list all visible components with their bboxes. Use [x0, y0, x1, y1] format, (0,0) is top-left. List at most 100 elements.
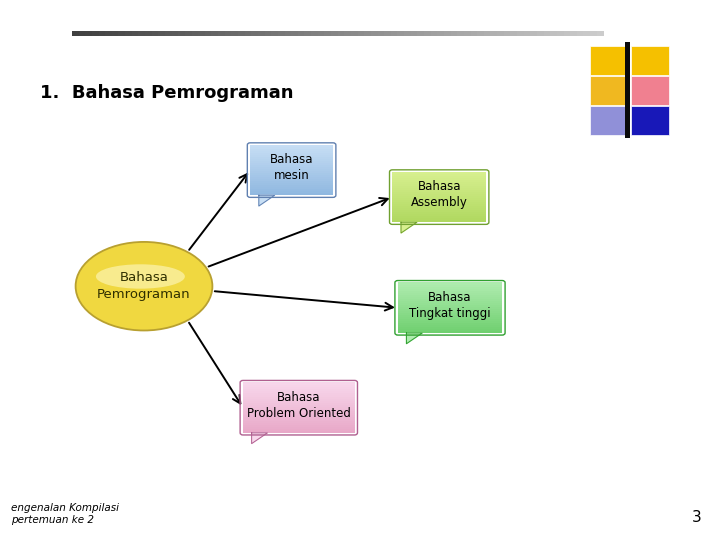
Bar	[243, 413, 354, 415]
Bar	[397, 285, 503, 287]
Polygon shape	[401, 222, 417, 233]
Bar	[165, 31, 172, 36]
Bar	[631, 106, 669, 135]
Bar	[392, 216, 486, 218]
Text: 1.  Bahasa Pemrograman: 1. Bahasa Pemrograman	[40, 84, 293, 102]
Bar	[251, 155, 333, 157]
Bar	[78, 31, 86, 36]
Bar	[325, 31, 332, 36]
Bar	[251, 187, 333, 189]
Bar	[158, 31, 166, 36]
Bar	[392, 184, 486, 186]
Bar	[145, 31, 153, 36]
Bar	[371, 31, 378, 36]
Bar	[391, 31, 398, 36]
Bar	[490, 31, 498, 36]
Bar	[185, 31, 192, 36]
Bar	[464, 31, 472, 36]
Bar	[225, 31, 232, 36]
Bar	[550, 31, 557, 36]
Bar	[251, 161, 333, 163]
Bar	[218, 31, 225, 36]
Bar	[105, 31, 112, 36]
Bar	[537, 31, 544, 36]
Bar	[590, 76, 629, 105]
Bar	[278, 31, 285, 36]
Bar	[392, 196, 486, 198]
Bar	[311, 31, 318, 36]
Bar	[397, 322, 503, 325]
Bar	[251, 185, 333, 187]
Bar	[298, 31, 305, 36]
Bar	[397, 299, 503, 301]
Bar	[212, 31, 219, 36]
Polygon shape	[259, 195, 275, 206]
Bar	[392, 176, 486, 178]
Bar	[238, 31, 246, 36]
Bar	[397, 294, 503, 297]
Bar	[397, 325, 503, 327]
Bar	[243, 415, 354, 417]
Bar	[132, 31, 139, 36]
Bar	[397, 315, 503, 317]
Bar	[397, 31, 405, 36]
Bar	[284, 31, 292, 36]
Bar	[397, 302, 503, 305]
Bar	[0, 31, 72, 36]
Polygon shape	[406, 333, 422, 344]
Bar	[251, 145, 333, 147]
Bar	[243, 429, 354, 431]
Bar	[243, 408, 354, 411]
Text: Bahasa
Problem Oriented: Bahasa Problem Oriented	[247, 391, 351, 420]
Bar	[424, 31, 431, 36]
Text: Bahasa
Assembly: Bahasa Assembly	[411, 180, 467, 210]
Bar	[192, 31, 199, 36]
Bar	[251, 189, 333, 191]
Bar	[397, 300, 503, 303]
Bar	[531, 31, 538, 36]
Bar	[138, 31, 145, 36]
Bar	[243, 382, 354, 384]
Bar	[251, 193, 333, 195]
Bar	[251, 173, 333, 175]
Bar	[392, 220, 486, 222]
Bar	[243, 400, 354, 403]
Bar	[564, 31, 571, 36]
Bar	[397, 291, 503, 293]
Bar	[231, 31, 239, 36]
Bar	[243, 418, 354, 421]
Bar	[577, 31, 584, 36]
Bar	[318, 31, 325, 36]
Bar	[397, 319, 503, 321]
Bar	[171, 31, 179, 36]
Bar	[392, 218, 486, 220]
Bar	[517, 31, 524, 36]
Bar	[243, 427, 354, 429]
Bar	[251, 151, 333, 153]
Bar	[243, 390, 354, 393]
Bar	[251, 165, 333, 167]
Ellipse shape	[76, 242, 212, 330]
Text: Bahasa
mesin: Bahasa mesin	[270, 153, 313, 183]
Bar	[557, 31, 564, 36]
Bar	[305, 31, 312, 36]
Bar	[198, 31, 206, 36]
Bar	[523, 31, 531, 36]
Bar	[397, 330, 503, 333]
Bar	[392, 200, 486, 202]
Bar	[477, 31, 485, 36]
Bar	[397, 282, 503, 285]
Bar	[392, 210, 486, 212]
Bar	[397, 321, 503, 323]
Bar	[625, 42, 631, 138]
Bar	[631, 76, 669, 105]
Bar	[243, 410, 354, 413]
Bar	[392, 206, 486, 208]
Bar	[99, 31, 106, 36]
Bar	[392, 204, 486, 206]
Bar	[392, 192, 486, 194]
Bar	[397, 305, 503, 307]
Bar	[251, 153, 333, 155]
Bar	[251, 31, 258, 36]
Bar	[251, 177, 333, 179]
